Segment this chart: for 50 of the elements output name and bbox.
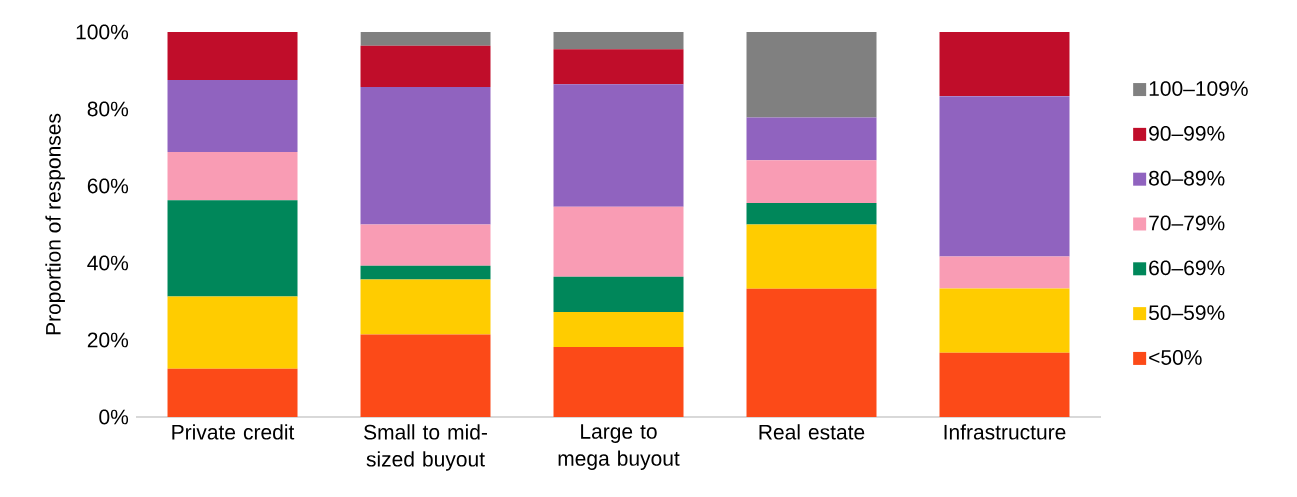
bar (553, 311, 684, 347)
bar (746, 202, 877, 225)
y-tick-label: 0% (99, 409, 129, 425)
y-axis-title: Proportion of responses (45, 113, 65, 335)
x-tick-label: Large to mega buyout (558, 424, 680, 470)
legend-label: 70–79% (1149, 215, 1225, 231)
bar (360, 224, 491, 266)
bar (939, 31, 1070, 97)
x-tick-label: Small to mid-sized buyout (364, 424, 487, 471)
bar (167, 31, 298, 81)
bar (360, 45, 491, 88)
bar (167, 152, 298, 201)
legend-label: 60–69% (1149, 260, 1225, 276)
legend-label: 100–109% (1149, 81, 1248, 97)
legend-label: <50% (1149, 350, 1202, 365)
bar (360, 31, 491, 46)
bar (360, 334, 491, 417)
y-tick-label: 40% (87, 255, 129, 271)
y-tick-label: 80% (87, 101, 129, 117)
bar (167, 80, 298, 153)
bar (746, 117, 877, 161)
bar (167, 296, 298, 369)
bar (746, 288, 877, 417)
bar (360, 265, 491, 280)
legend-label: 50–59% (1149, 305, 1225, 321)
bar (553, 276, 684, 312)
bar (939, 96, 1070, 257)
bar (167, 200, 298, 297)
bar (553, 206, 684, 277)
bar (939, 352, 1070, 417)
x-tick-label: Real estate (759, 424, 865, 440)
legend-label: 80–89% (1149, 170, 1225, 186)
bar (553, 84, 684, 207)
bar (553, 346, 684, 417)
legend-label: 90–99% (1149, 125, 1225, 141)
bar (939, 256, 1070, 289)
y-tick-label: 60% (87, 178, 129, 194)
x-tick-label: Private credit (172, 424, 295, 440)
bar (746, 224, 877, 289)
bar (939, 288, 1070, 353)
bar (746, 31, 877, 118)
bar (553, 49, 684, 85)
x-tick-label: Infrastructure (944, 424, 1066, 440)
y-tick-label: 20% (87, 332, 129, 348)
bar (360, 279, 491, 335)
y-tick-label: 100% (76, 24, 129, 40)
bar (746, 160, 877, 203)
bar (167, 368, 298, 417)
bar (360, 87, 491, 225)
bar (553, 31, 684, 50)
